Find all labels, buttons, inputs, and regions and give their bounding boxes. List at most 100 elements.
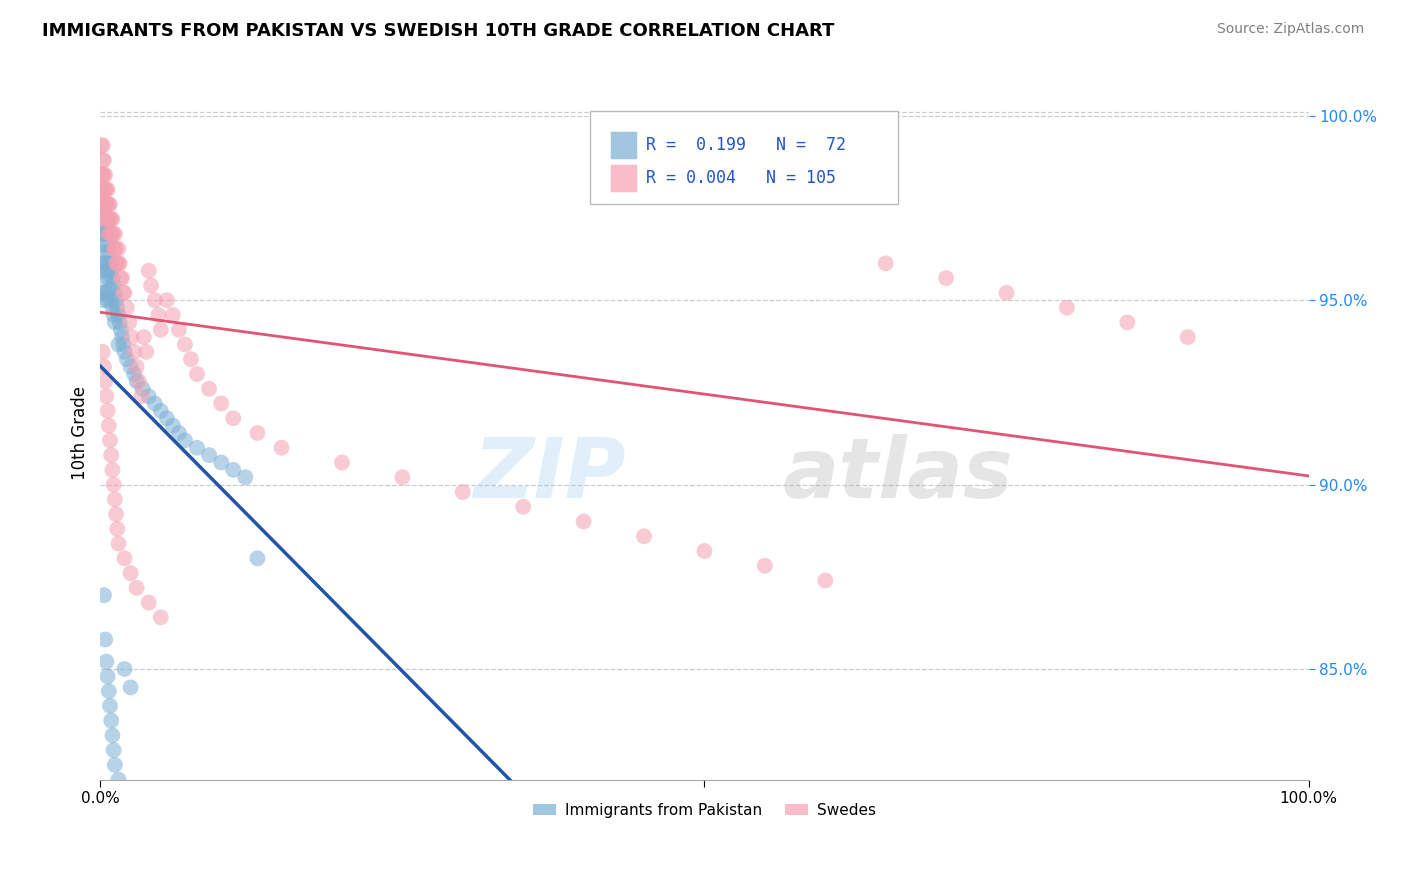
Point [90, 168, 112, 182]
Text: atlas: atlas [783, 434, 1014, 515]
Point [98, 698, 121, 713]
Point [97, 197, 120, 211]
Point [391, 470, 413, 484]
Point [98, 282, 121, 296]
Point [633, 529, 655, 543]
Point [103, 477, 125, 491]
Point [186, 441, 208, 455]
Point [114, 344, 136, 359]
Point [97, 293, 120, 308]
Point [572, 515, 595, 529]
Point [90, 256, 112, 270]
Point [995, 285, 1018, 300]
Point [96, 227, 118, 241]
Point [104, 315, 127, 329]
Point [138, 264, 160, 278]
Point [91, 344, 114, 359]
Point [156, 293, 179, 308]
Point [97, 212, 120, 227]
Point [97, 418, 120, 433]
Point [128, 375, 150, 389]
Point [246, 425, 269, 440]
Point [120, 566, 142, 580]
Point [111, 271, 134, 285]
Point [131, 389, 153, 403]
Point [114, 285, 136, 300]
Point [135, 344, 157, 359]
Point [105, 293, 128, 308]
Point [451, 485, 474, 500]
Point [91, 138, 114, 153]
Point [96, 183, 118, 197]
Point [209, 396, 232, 410]
Point [110, 271, 132, 285]
Point [198, 448, 221, 462]
Point [222, 463, 245, 477]
Point [97, 245, 120, 260]
Point [98, 197, 121, 211]
Point [96, 256, 118, 270]
Point [222, 411, 245, 425]
Point [233, 470, 256, 484]
Legend: Immigrants from Pakistan, Swedes: Immigrants from Pakistan, Swedes [527, 797, 882, 824]
Point [96, 212, 118, 227]
Text: R = 0.004   N = 105: R = 0.004 N = 105 [647, 169, 837, 186]
Point [143, 396, 166, 410]
Text: R =  0.199   N =  72: R = 0.199 N = 72 [647, 136, 846, 154]
Point [330, 455, 353, 469]
Point [97, 669, 120, 683]
Point [156, 411, 179, 425]
Point [93, 197, 115, 211]
Point [97, 227, 120, 241]
Point [105, 507, 128, 521]
Point [107, 256, 129, 270]
Point [100, 212, 122, 227]
Point [107, 308, 129, 322]
Point [875, 256, 897, 270]
Point [162, 308, 184, 322]
Point [186, 367, 208, 381]
Point [107, 337, 129, 351]
Point [138, 389, 160, 403]
Point [93, 588, 115, 602]
Point [93, 153, 115, 167]
Point [1116, 315, 1139, 329]
Point [98, 212, 121, 227]
Point [97, 183, 120, 197]
Point [114, 662, 136, 676]
Point [246, 551, 269, 566]
Point [94, 168, 117, 182]
Point [105, 301, 128, 315]
Point [105, 522, 128, 536]
Point [104, 757, 127, 772]
Point [112, 285, 135, 300]
Point [91, 197, 114, 211]
Point [97, 684, 120, 698]
Text: Source: ZipAtlas.com: Source: ZipAtlas.com [1216, 22, 1364, 37]
Point [118, 315, 141, 329]
Point [103, 242, 125, 256]
Point [162, 418, 184, 433]
Point [125, 581, 148, 595]
Point [120, 681, 142, 695]
Point [94, 245, 117, 260]
Point [101, 271, 124, 285]
Point [90, 197, 112, 211]
Point [100, 448, 122, 462]
Point [104, 227, 127, 241]
Point [101, 227, 124, 241]
Point [111, 330, 134, 344]
Point [198, 382, 221, 396]
Point [93, 183, 115, 197]
Point [94, 632, 117, 647]
Point [94, 375, 117, 389]
Point [98, 256, 121, 270]
Point [101, 212, 124, 227]
Point [94, 183, 117, 197]
Point [97, 264, 120, 278]
Point [103, 227, 125, 241]
Point [100, 227, 122, 241]
Point [108, 315, 131, 329]
Point [180, 352, 202, 367]
Point [122, 367, 145, 381]
